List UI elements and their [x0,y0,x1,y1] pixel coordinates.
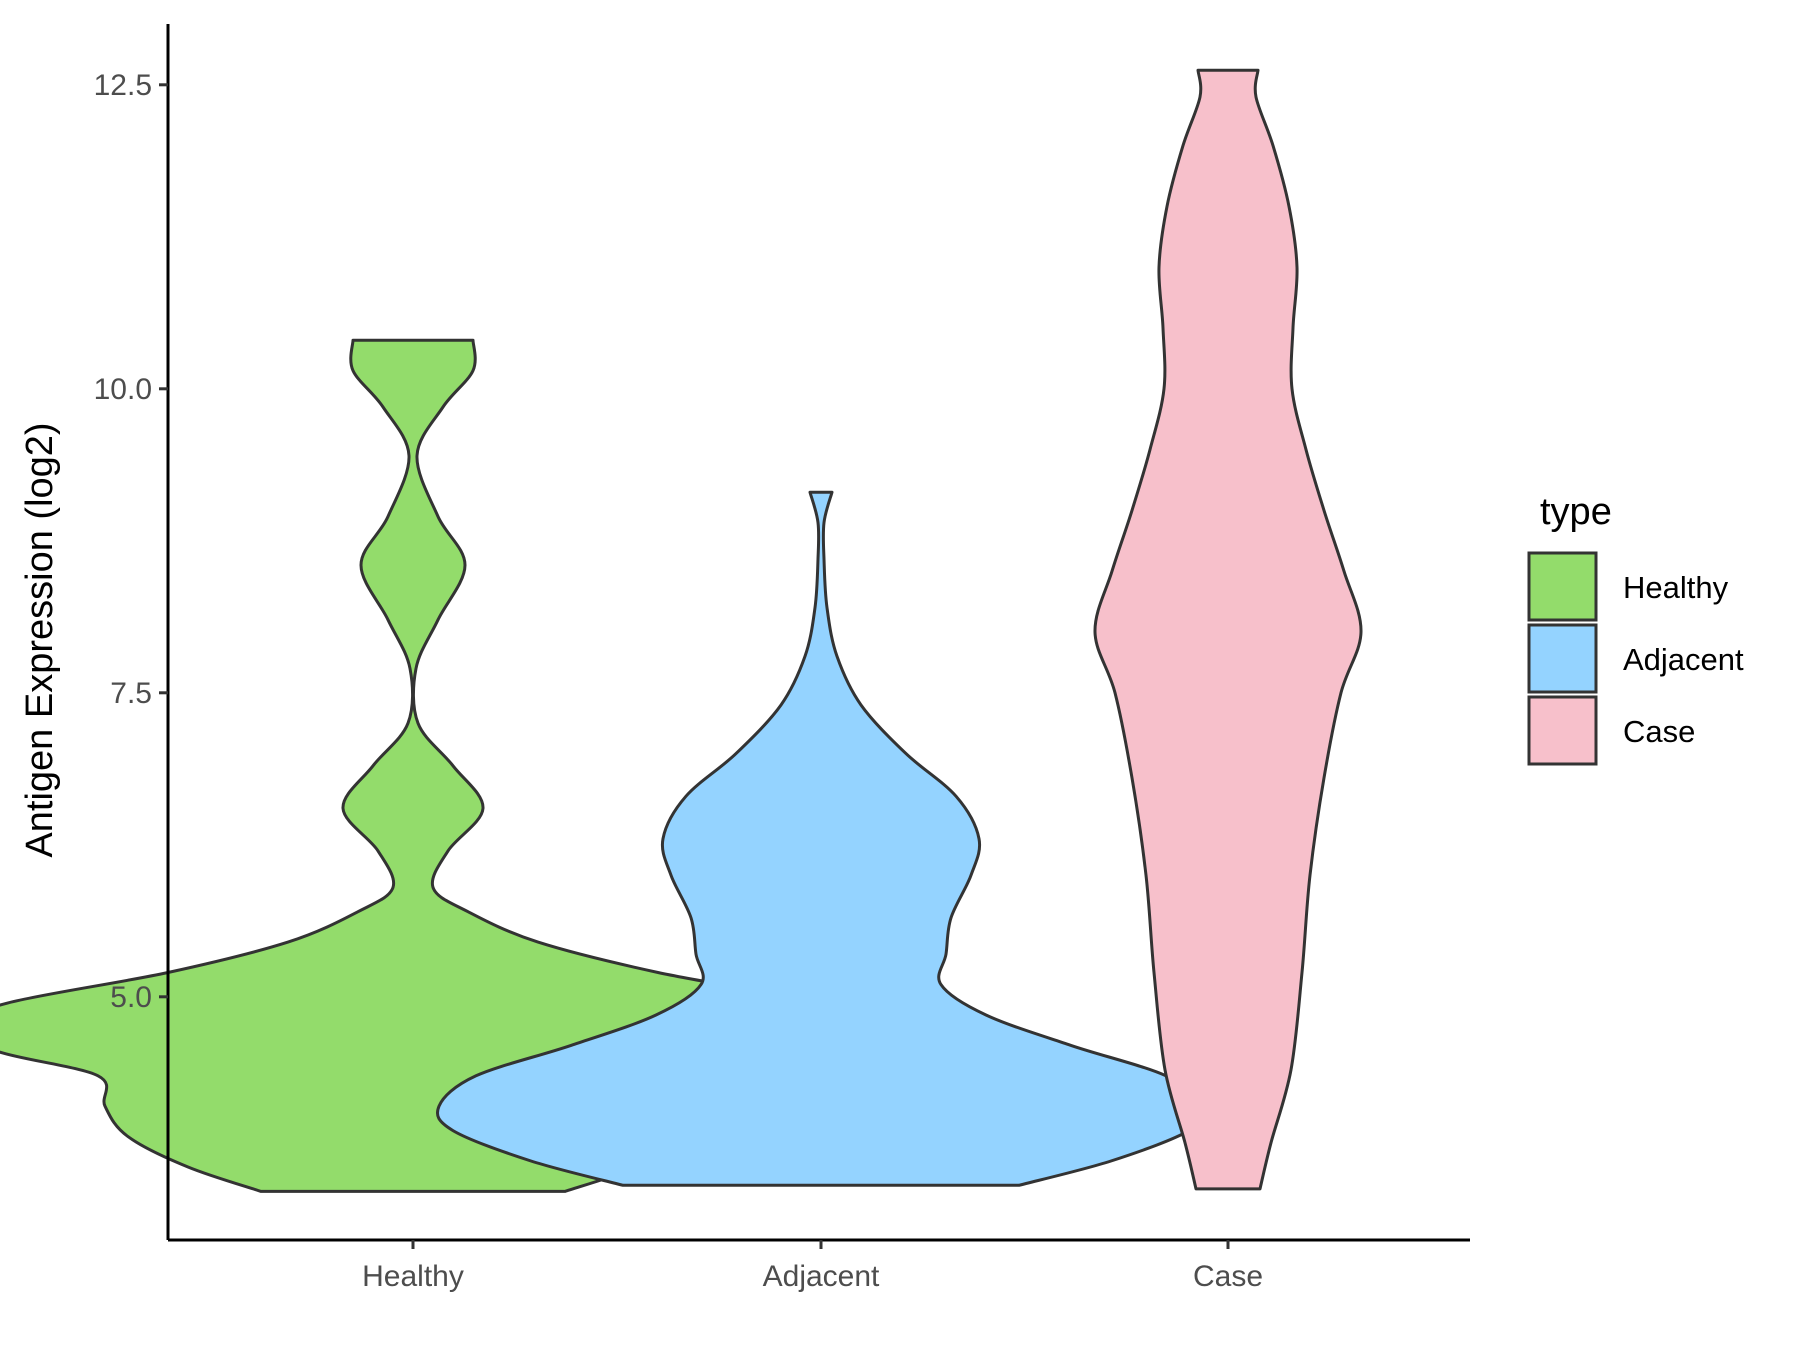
y-tick-label: 5.0 [110,981,152,1014]
violin-case [1093,68,1363,1191]
y-axis-title: Antigen Expression (log2) [19,422,61,857]
x-ticks: Healthy Adjacent Case [362,1240,1263,1293]
x-tick-label: Case [1193,1260,1263,1293]
legend-swatch-healthy [1527,551,1598,622]
y-tick-label: 10.0 [94,373,152,406]
legend-items: Healthy Adjacent Case [1527,551,1744,766]
legend-label-case: Case [1623,714,1695,749]
x-tick-label: Adjacent [763,1260,880,1293]
legend-label-healthy: Healthy [1623,570,1729,605]
violin-adjacent [435,490,1207,1187]
y-ticks: 5.0 7.5 10.0 12.5 [94,69,168,1014]
legend-label-adjacent: Adjacent [1623,642,1744,677]
legend-swatch-adjacent [1527,623,1598,694]
y-tick-label: 7.5 [110,677,152,710]
x-tick-label: Healthy [362,1260,464,1293]
legend: type Healthy Adjacent Case [1527,491,1744,766]
y-tick-label: 12.5 [94,69,152,102]
legend-swatch-case [1527,695,1598,766]
legend-title: type [1540,491,1612,533]
violins [0,68,1363,1193]
